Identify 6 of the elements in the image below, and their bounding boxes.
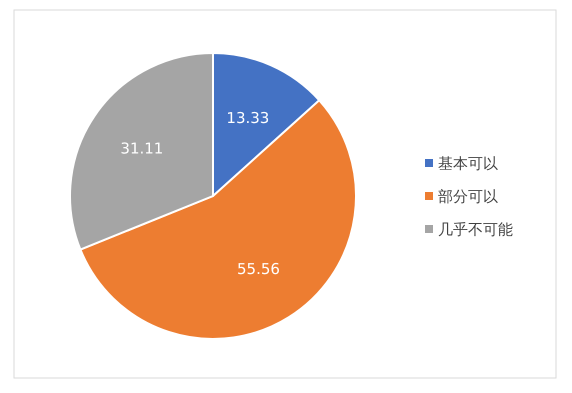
data-label: 55.56 bbox=[236, 260, 280, 278]
legend-label: 基本可以 bbox=[438, 154, 498, 172]
legend-label: 几乎不可能 bbox=[438, 220, 513, 238]
legend-label: 部分可以 bbox=[438, 187, 498, 206]
data-label: 31.11 bbox=[120, 139, 164, 158]
data-label: 13.33 bbox=[226, 108, 270, 127]
